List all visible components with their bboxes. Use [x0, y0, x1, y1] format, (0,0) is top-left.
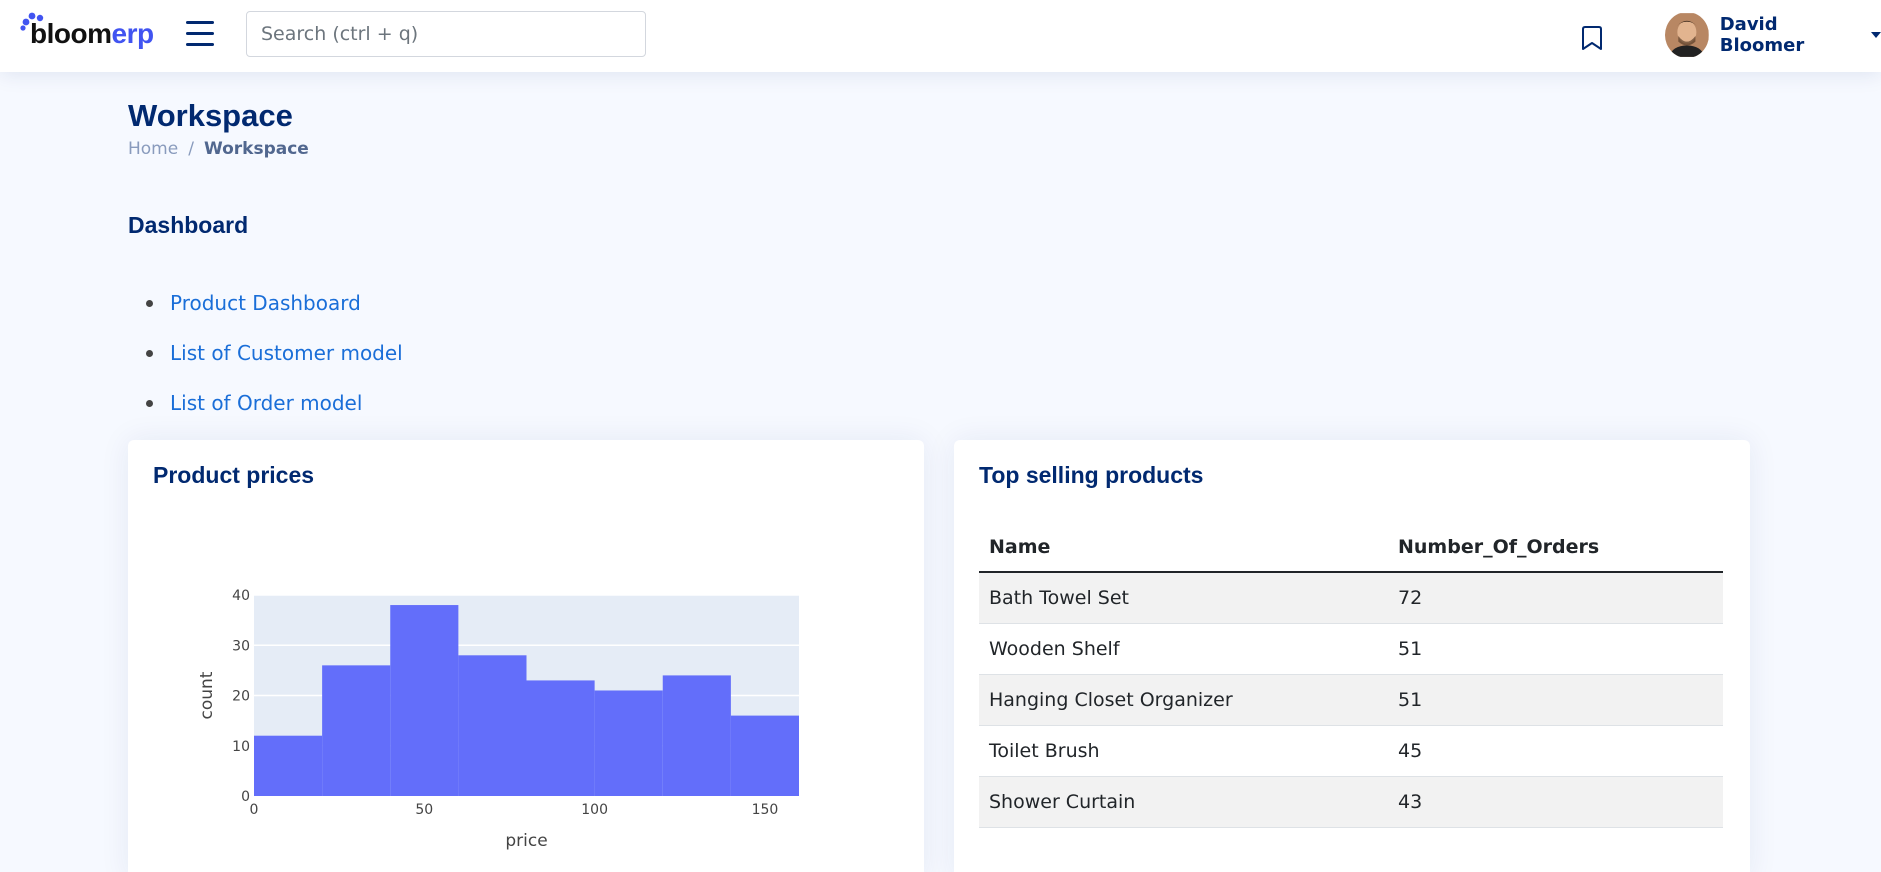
cell-name: Toilet Brush	[979, 725, 1388, 777]
histogram-bar	[254, 735, 323, 796]
dashboard-links: Product Dashboard List of Customer model…	[146, 278, 403, 428]
column-header-orders: Number_Of_Orders	[1388, 522, 1723, 573]
user-profile-dropdown[interactable]: David Bloomer	[1665, 12, 1881, 58]
breadcrumb-separator: /	[188, 139, 194, 159]
top-selling-table: Name Number_Of_Orders Bath Towel Set 72 …	[979, 522, 1723, 828]
list-item: List of Customer model	[146, 328, 403, 378]
cell-orders: 51	[1388, 623, 1723, 675]
search-input[interactable]	[246, 11, 646, 57]
card-title: Top selling products	[979, 462, 1204, 488]
bullet-icon	[146, 349, 153, 357]
cell-orders: 45	[1388, 725, 1723, 777]
x-tick-label: 150	[752, 802, 779, 818]
dashboard-section-title: Dashboard	[128, 212, 249, 238]
user-name: David Bloomer	[1719, 14, 1805, 56]
logo[interactable]: bloomerp	[20, 12, 154, 54]
y-tick-label: 30	[232, 638, 250, 654]
bullet-icon	[146, 399, 153, 407]
cell-name: Wooden Shelf	[979, 623, 1388, 675]
hamburger-icon[interactable]	[186, 21, 216, 47]
table-row: Hanging Closet Organizer 51	[979, 674, 1723, 726]
logo-text-part2: erp	[111, 18, 155, 49]
histogram-bar	[662, 675, 731, 796]
cell-orders: 51	[1388, 674, 1723, 726]
top-header: bloomerp David Bloomer	[0, 0, 1881, 72]
histogram-bar	[526, 680, 595, 796]
column-header-name: Name	[979, 522, 1388, 573]
product-prices-card: Product prices 0 10 20 30 40 0 50 100 150 price co…	[128, 440, 924, 872]
histogram-bar	[730, 715, 799, 796]
cell-orders: 43	[1388, 776, 1723, 828]
table-row: Shower Curtain 43	[979, 776, 1723, 828]
breadcrumb: Home / Workspace	[128, 139, 309, 159]
histogram-bar	[322, 665, 391, 796]
x-tick-label: 100	[581, 802, 608, 818]
bookmark-icon[interactable]	[1580, 24, 1604, 52]
table-header-row: Name Number_Of_Orders	[979, 522, 1723, 573]
histogram-bar	[458, 655, 527, 796]
x-tick-label: 50	[415, 802, 433, 818]
list-item: Product Dashboard	[146, 278, 403, 328]
x-axis-label: price	[505, 831, 547, 851]
list-item: List of Order model	[146, 378, 403, 428]
bullet-icon	[146, 299, 153, 307]
histogram-bar	[390, 605, 459, 796]
breadcrumb-home[interactable]: Home	[128, 139, 179, 159]
link-customer-model[interactable]: List of Customer model	[170, 341, 403, 365]
cell-orders: 72	[1388, 572, 1723, 624]
y-tick-label: 0	[241, 789, 250, 805]
table-row: Bath Towel Set 72	[979, 572, 1723, 624]
avatar	[1665, 13, 1709, 57]
y-tick-label: 10	[232, 739, 250, 755]
table-row: Toilet Brush 45	[979, 725, 1723, 777]
cell-name: Bath Towel Set	[979, 572, 1388, 624]
y-axis-label: count	[197, 671, 217, 719]
link-product-dashboard[interactable]: Product Dashboard	[170, 291, 361, 315]
cell-name: Shower Curtain	[979, 776, 1388, 828]
price-histogram: 0 10 20 30 40 0 50 100 150 price count	[197, 588, 799, 851]
top-selling-card: Top selling products Name Number_Of_Orde…	[954, 440, 1750, 872]
card-title: Product prices	[153, 462, 315, 488]
y-tick-label: 20	[232, 689, 250, 705]
table-row: Wooden Shelf 51	[979, 623, 1723, 675]
logo-text-part1: bloom	[30, 18, 112, 49]
x-tick-label: 0	[250, 802, 259, 818]
page-title-block: Workspace Home / Workspace	[128, 96, 309, 159]
cell-name: Hanging Closet Organizer	[979, 674, 1388, 726]
y-tick-label: 40	[232, 588, 250, 604]
logo-text: bloomerp	[20, 14, 154, 54]
page-title: Workspace	[128, 98, 293, 133]
link-order-model[interactable]: List of Order model	[170, 391, 363, 415]
logo-flower-icon	[20, 12, 44, 31]
caret-down-icon	[1871, 32, 1881, 38]
breadcrumb-current: Workspace	[203, 139, 309, 159]
histogram-bar	[594, 690, 663, 796]
